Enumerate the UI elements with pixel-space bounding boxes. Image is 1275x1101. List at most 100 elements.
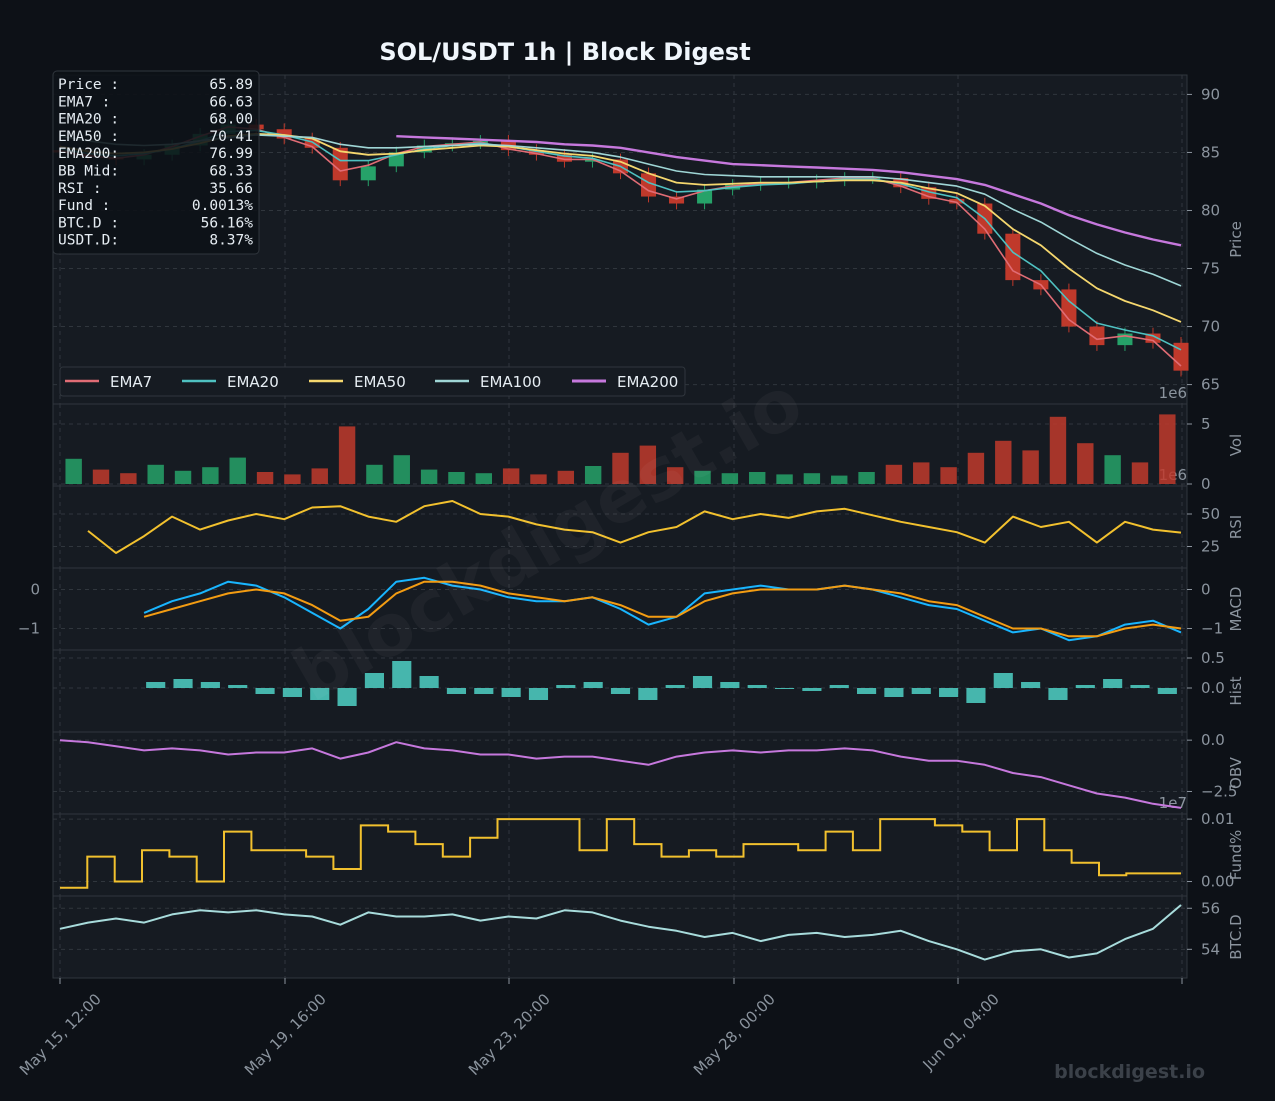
volume-bar: [174, 470, 192, 484]
volume-bar: [120, 473, 137, 484]
x-tick-label: May 19, 16:00: [241, 990, 330, 1079]
candle-body: [1005, 233, 1021, 281]
candle-body: [528, 150, 544, 155]
volume-bar: [420, 469, 438, 484]
volume-bar: [1159, 414, 1176, 484]
y-tick-label: 80: [1201, 201, 1220, 219]
volume-bar: [1104, 455, 1121, 484]
volume-bar: [967, 452, 985, 484]
volume-bar: [92, 469, 110, 484]
hist-bar: [556, 685, 576, 688]
hist-bar: [692, 676, 713, 688]
series-signal: [143, 580, 1182, 638]
x-axis: May 15, 12:00 May 19, 16:00 May 23, 20:00 M…: [16, 978, 1183, 1079]
candle-body: [1117, 333, 1133, 346]
hist-bar: [857, 688, 877, 694]
volume-bar: [1049, 416, 1067, 484]
info-value: 68.00: [209, 112, 253, 128]
series-btcd: [59, 904, 1182, 961]
volume-bar: [885, 464, 903, 484]
y-tick-label: 0.00: [1201, 873, 1234, 891]
panel-background: [52, 731, 1188, 815]
y-axis-label: MACD: [1227, 587, 1245, 632]
volume-bar: [393, 455, 410, 484]
candle-body: [921, 187, 937, 199]
series-funding: [60, 818, 1181, 889]
info-label: EMA7 :: [58, 94, 110, 110]
legend-label: EMA100: [480, 373, 541, 391]
info-label: EMA50 :: [58, 129, 119, 145]
hist-bar: [255, 688, 275, 694]
y-tick-label: 25: [1201, 538, 1220, 556]
hist-bar: [1103, 679, 1123, 688]
y-axis-label: Hist: [1227, 676, 1245, 705]
y-tick-label: 0.5: [1201, 649, 1225, 667]
legend-label: EMA20: [227, 373, 279, 391]
info-label: RSI :: [58, 181, 102, 197]
hist-bar: [884, 688, 904, 697]
y-tick-label: 5: [1201, 415, 1211, 433]
volume-bar: [749, 472, 766, 484]
volume-bar: [721, 473, 739, 484]
info-label: EMA20 :: [58, 112, 119, 128]
legend-label: EMA50: [354, 373, 406, 391]
hist-bar: [364, 673, 384, 688]
volume-bar: [639, 445, 657, 484]
legend-label: EMA7: [110, 373, 152, 391]
panel-hist: 0.5 0.0 Hist: [52, 649, 1245, 733]
hist-bar: [911, 688, 931, 694]
volume-bar: [229, 457, 246, 484]
volume-bar: [338, 426, 356, 484]
x-tick-label: May 28, 00:00: [690, 990, 779, 1079]
volume-bar: [995, 440, 1012, 484]
y-tick-label: 65: [1201, 376, 1220, 394]
info-value: 8.37%: [209, 233, 253, 249]
x-tick-label: May 23, 20:00: [465, 990, 554, 1079]
candle-body: [332, 147, 348, 181]
y-tick-label: −2.5: [1201, 782, 1237, 800]
candle-body: [360, 166, 376, 181]
volume-bar: [584, 466, 602, 484]
volume-bar: [475, 473, 492, 484]
y-tick-label: 50: [1201, 505, 1220, 523]
candle-body: [556, 154, 572, 162]
volume-bar: [147, 464, 164, 484]
hist-bar: [665, 685, 685, 688]
volume-bar: [202, 467, 219, 484]
info-label: BB Mid:: [58, 164, 119, 180]
candle-body: [584, 159, 600, 162]
info-value: 66.63: [209, 94, 253, 110]
left-y-tick-label: 0: [30, 581, 40, 599]
candle-body: [1089, 326, 1105, 346]
y-axis-label: RSI: [1227, 515, 1245, 539]
volume-bar: [803, 473, 821, 484]
info-value: 70.41: [209, 129, 253, 145]
volume-bar: [1077, 443, 1094, 484]
info-value: 76.99: [209, 146, 253, 162]
panel-macd: 00−1−1 MACD: [18, 567, 1245, 651]
panel-btcd: 56 54 BTC.D: [52, 895, 1245, 979]
series-macd: [143, 576, 1182, 642]
candle-body: [304, 138, 320, 148]
y-tick-label: 90: [1201, 85, 1220, 103]
y-axis-label: Fund%: [1227, 830, 1245, 881]
hist-bar: [392, 661, 412, 688]
panel-background: [52, 813, 1188, 897]
info-value: 35.66: [209, 181, 253, 197]
x-tick-label: May 15, 12:00: [16, 990, 105, 1079]
volume-bar: [256, 472, 274, 484]
y-tick-label: −1: [1201, 620, 1223, 638]
series-obv: [59, 739, 1182, 809]
series-rsi: [87, 500, 1182, 554]
volume-bar: [694, 470, 711, 484]
volume-bar: [612, 452, 629, 484]
y-tick-label: 0.01: [1201, 810, 1234, 828]
y-axis-label: Price: [1227, 221, 1245, 258]
hist-bar: [1130, 685, 1150, 688]
volume-bar: [1022, 450, 1039, 484]
volume-bar: [65, 458, 82, 484]
panel-volume: 50Vol1e6: [52, 403, 1245, 493]
